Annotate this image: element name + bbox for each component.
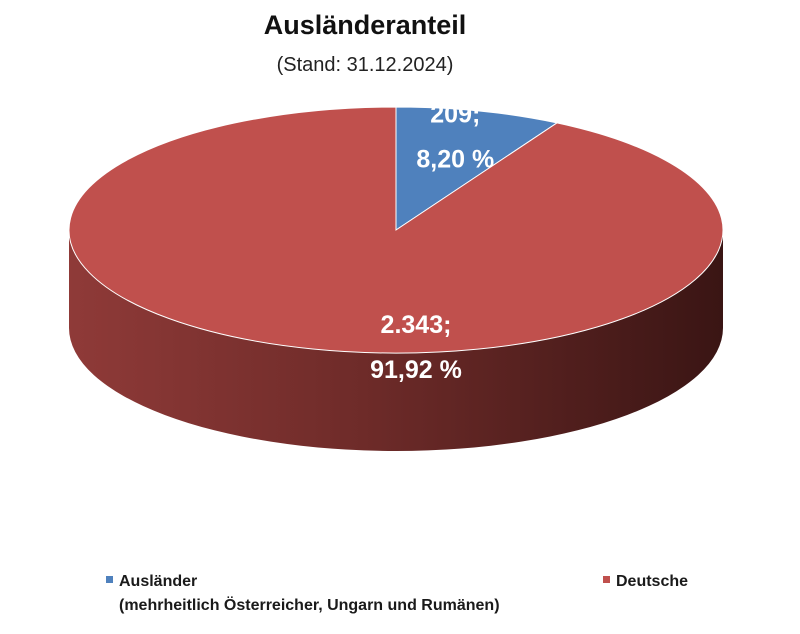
data-label-auslaender-value: 209; [430,100,480,128]
data-label-deutsche-value: 2.343; [381,311,452,339]
legend-marker-deutsche [603,576,610,584]
legend-item-auslaender: Ausländer (mehrheitlich Österreicher, Un… [106,570,500,618]
legend-label-deutsche: Deutsche [616,573,689,590]
legend-item-deutsche: Deutsche [603,570,688,594]
legend-note-auslaender: (mehrheitlich Österreicher, Ungarn und R… [119,597,500,614]
pie-slice-deutsche [68,106,724,354]
pie-side-wall [69,230,723,451]
data-label-deutsche-percent: 91,92 % [370,356,462,384]
legend-marker-auslaender [106,576,113,584]
chart-title: Ausländeranteil [263,10,467,40]
pie-slice-auslaender [395,106,559,231]
data-label-auslaender-percent: 8,20 % [416,145,494,173]
legend-label-auslaender: Ausländer [119,573,198,590]
chart-subtitle: (Stand: 31.12.2024) [276,54,454,76]
